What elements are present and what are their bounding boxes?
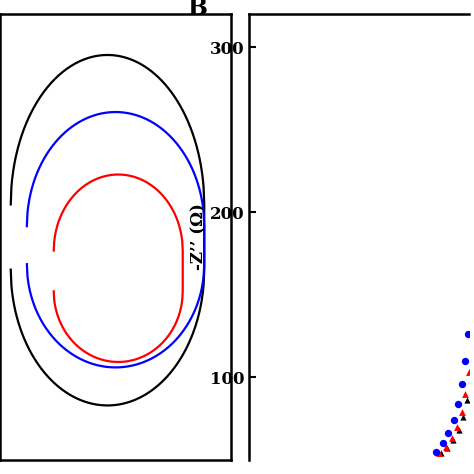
Point (455, 426, 463, 434)
Y-axis label: -Z’’ (Ω): -Z’’ (Ω) (190, 203, 207, 271)
Point (462, 390, 469, 398)
Text: B: B (188, 0, 208, 20)
Point (449, 436, 457, 444)
Point (432, 448, 440, 456)
Point (463, 397, 471, 404)
Point (462, 357, 469, 365)
Point (448, 435, 456, 442)
Point (450, 416, 457, 424)
Point (465, 368, 473, 376)
Point (458, 408, 465, 416)
Point (455, 400, 462, 408)
Point (465, 330, 472, 338)
Point (453, 423, 461, 430)
Point (444, 445, 451, 452)
Point (435, 449, 443, 457)
Point (459, 413, 467, 420)
Point (458, 380, 466, 388)
Point (439, 439, 447, 447)
Point (437, 449, 445, 457)
Point (442, 443, 449, 450)
Point (445, 429, 452, 437)
